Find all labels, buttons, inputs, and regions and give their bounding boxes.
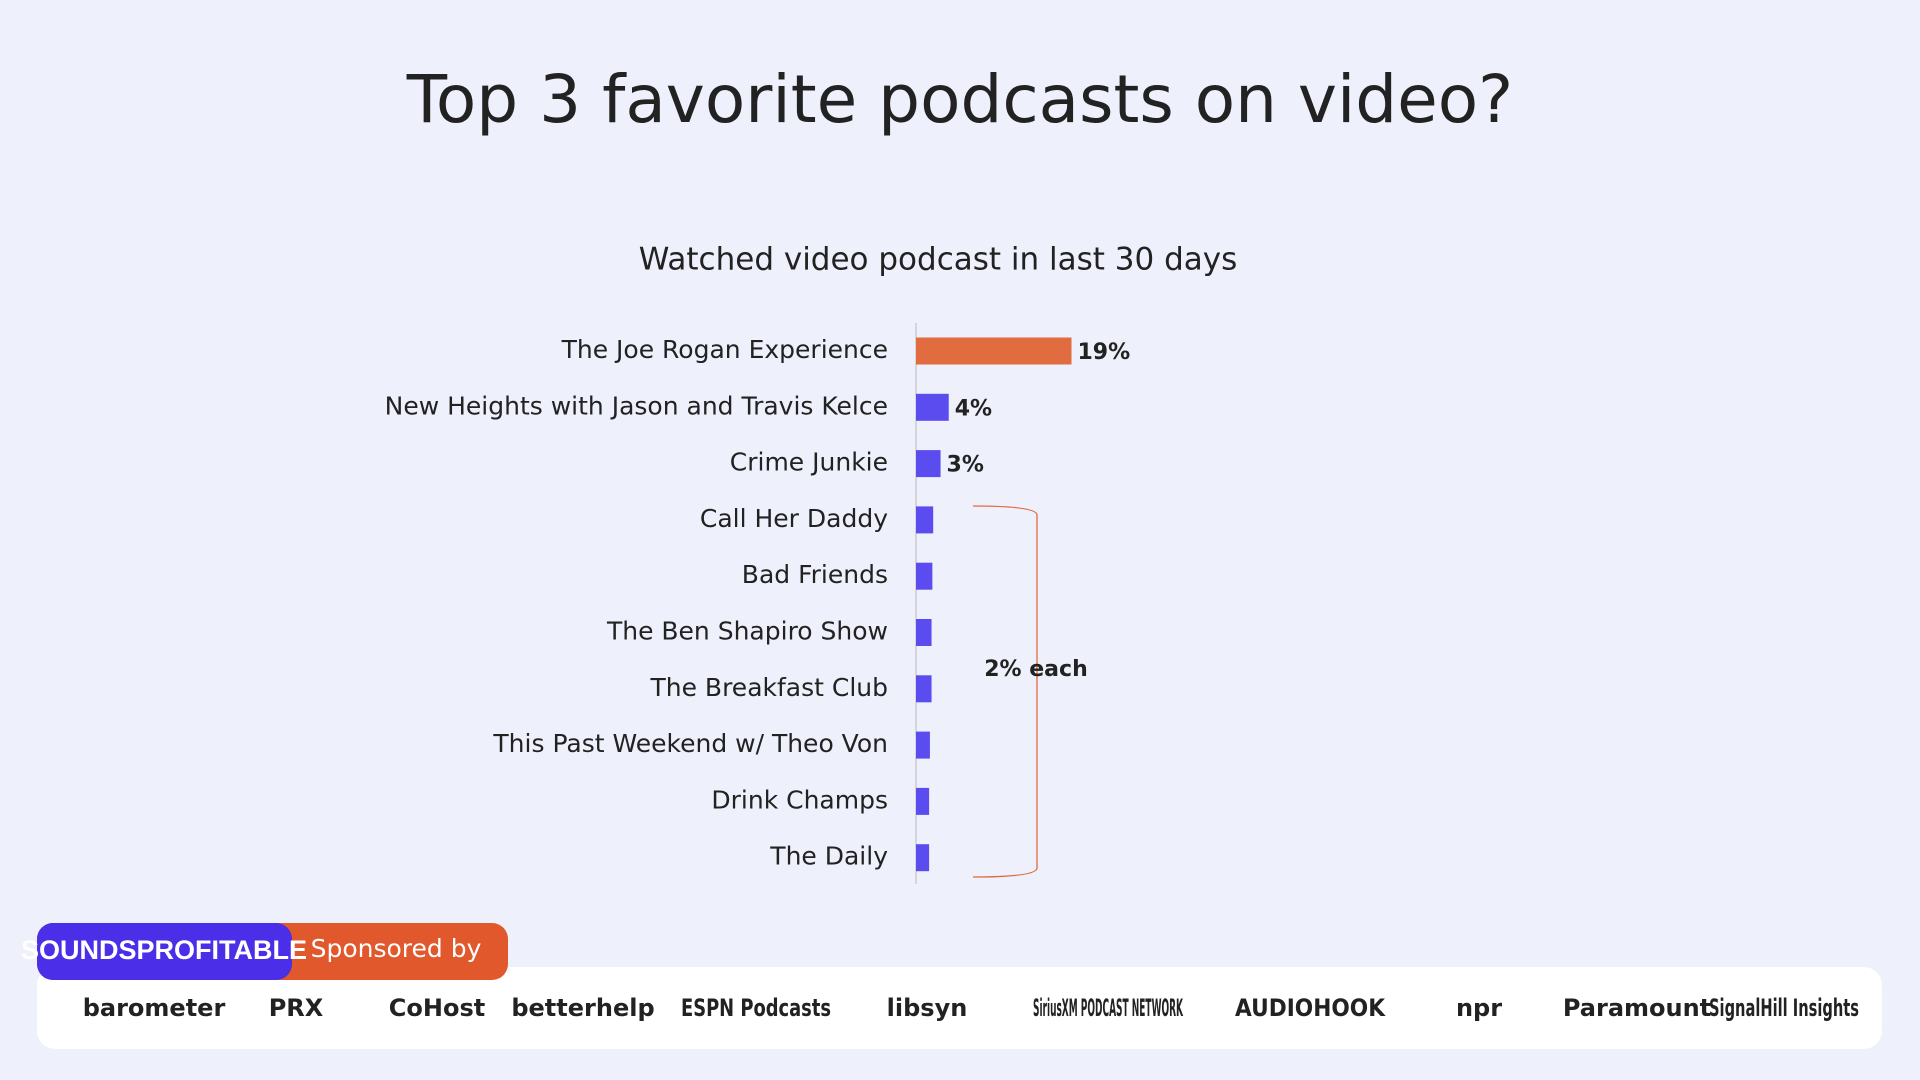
category-label: Drink Champs	[711, 785, 888, 814]
brand: SOUNDSPROFITABLE	[21, 935, 307, 965]
sponsor-logo: SiriusXM PODCAST NETWORK	[1033, 994, 1184, 1022]
brand-box	[37, 923, 292, 980]
sponsor-logo: CoHost	[389, 994, 485, 1022]
category-label: Call Her Daddy	[700, 504, 888, 533]
value-label: 19%	[1077, 340, 1130, 365]
category-label: The Ben Shapiro Show	[606, 617, 888, 646]
sponsor-logo: Paramount	[1563, 994, 1711, 1022]
sponsor-bar	[37, 967, 1882, 1049]
sponsor-logo: SignalHill Insights	[1709, 994, 1859, 1022]
bar	[916, 393, 949, 421]
bar	[916, 337, 1072, 365]
bar	[916, 450, 941, 478]
category-label: The Daily	[769, 842, 888, 871]
value-label: 3%	[947, 453, 984, 478]
sponsor-logo: barometer	[83, 994, 226, 1022]
annotation: 2% each	[984, 657, 1087, 682]
category-label: The Joe Rogan Experience	[561, 335, 888, 364]
category-label: Crime Junkie	[730, 448, 888, 477]
bar	[916, 844, 930, 872]
category-label: This Past Weekend w/ Theo Von	[492, 729, 888, 758]
bar	[916, 675, 932, 703]
bar	[916, 506, 934, 534]
sponsor-logo: npr	[1456, 994, 1502, 1022]
sponsored-by: Sponsored by	[311, 934, 482, 963]
sponsor-logo: betterhelp	[511, 994, 654, 1022]
bar	[916, 731, 930, 759]
category-label: New Heights with Jason and Travis Kelce	[385, 391, 888, 420]
title: Top 3 favorite podcasts on video?	[406, 61, 1513, 138]
sponsor-logo: PRX	[269, 994, 324, 1022]
sponsor-logo: ESPN Podcasts	[681, 994, 831, 1022]
sponsor-logo: libsyn	[887, 994, 968, 1022]
bar	[916, 787, 930, 815]
value-label: 4%	[955, 396, 992, 421]
bar	[916, 619, 932, 646]
sponsor-logo: AUDIOHOOK	[1235, 994, 1386, 1022]
category-label: The Breakfast Club	[649, 673, 888, 702]
bracket	[972, 505, 1038, 878]
subtitle: Watched video podcast in last 30 days	[639, 242, 1238, 278]
category-label: Bad Friends	[742, 560, 888, 589]
bar	[916, 562, 933, 590]
